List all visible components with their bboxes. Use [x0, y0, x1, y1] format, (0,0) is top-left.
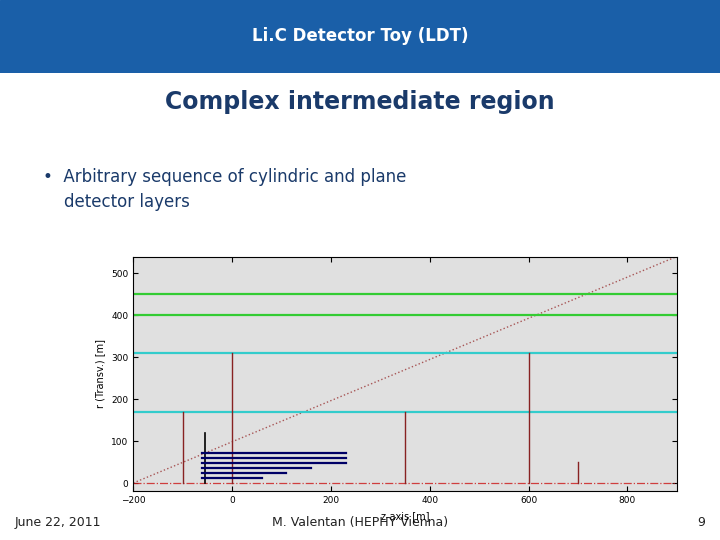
Text: M. Valentan (HEPHY Vienna): M. Valentan (HEPHY Vienna) [272, 516, 448, 529]
Text: June 22, 2011: June 22, 2011 [14, 516, 101, 529]
Y-axis label: r (Transv.) [m]: r (Transv.) [m] [96, 340, 106, 408]
Text: 9: 9 [698, 516, 706, 529]
Text: •  Arbitrary sequence of cylindric and plane
    detector layers: • Arbitrary sequence of cylindric and pl… [43, 168, 407, 211]
X-axis label: z-axis [m]: z-axis [m] [381, 511, 429, 521]
Text: Li.C Detector Toy (LDT): Li.C Detector Toy (LDT) [252, 28, 468, 45]
Text: Complex intermediate region: Complex intermediate region [165, 90, 555, 114]
